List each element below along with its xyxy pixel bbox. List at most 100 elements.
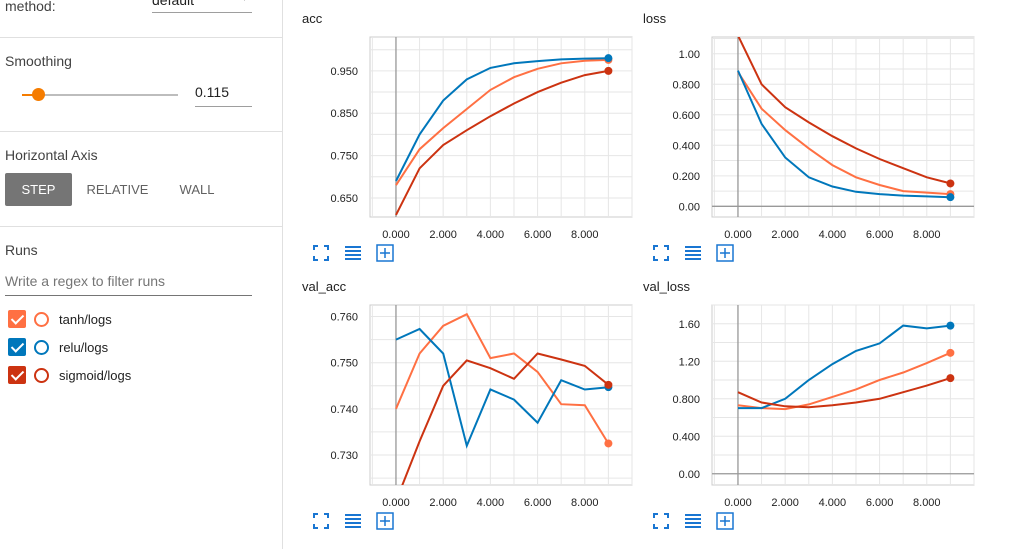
run-item-tanh[interactable]: tanh/logs (8, 308, 112, 330)
x-tick-label: 6.000 (524, 497, 552, 509)
run-filter-input[interactable]: Write a regex to filter runs (5, 273, 252, 296)
series-end-point (946, 321, 955, 330)
chart-val-loss[interactable]: 0.00 0.400 0.800 1.20 1.60 0.000 2.000 4.000 6.0… (642, 298, 982, 512)
x-tick-label: 4.000 (477, 497, 505, 509)
fullscreen-icon[interactable] (652, 244, 670, 262)
run-checkbox[interactable] (8, 310, 26, 328)
x-tick-label: 2.000 (771, 497, 799, 509)
y-tick-label: 0.650 (330, 193, 358, 205)
y-tick-label: 0.730 (330, 450, 358, 462)
run-label: sigmoid/logs (59, 367, 132, 383)
smoothing-slider-thumb[interactable] (32, 88, 45, 101)
series-end-point (946, 193, 955, 202)
method-select[interactable]: default (152, 0, 252, 13)
chart-loss[interactable]: 0.00 0.200 0.400 0.600 0.800 1.00 0.000 2.000 4.… (642, 30, 982, 244)
run-color-circle[interactable] (34, 367, 49, 383)
y-tick-label: 0.00 (679, 201, 700, 213)
series-line-relu (395, 57, 609, 182)
chart-val-loss-svg: 0.00 0.400 0.800 1.20 1.60 0.000 2.000 4.000 6.0… (672, 304, 975, 509)
run-label: relu/logs (59, 339, 109, 355)
x-tick-label: 0.000 (382, 229, 410, 241)
series-end-point (604, 54, 613, 63)
chart-title-loss: loss (643, 11, 667, 26)
chart-loss-svg: 0.00 0.200 0.400 0.600 0.800 1.00 0.000 2.000 4.… (672, 36, 975, 241)
series-end-point (946, 179, 955, 188)
series-end-point (946, 374, 955, 383)
run-filter-placeholder: Write a regex to filter runs (5, 273, 166, 289)
series-line-sigmoid (395, 69, 609, 216)
fullscreen-icon[interactable] (312, 512, 330, 530)
x-tick-label: 4.000 (819, 229, 847, 241)
series-line-sigmoid (737, 377, 951, 409)
divider (0, 226, 282, 227)
chart-acc[interactable]: 0.650 0.750 0.850 0.950 0.000 2.000 4.000 6.000… (300, 30, 640, 244)
series-line-tanh (395, 312, 610, 445)
smoothing-slider-track[interactable] (22, 94, 178, 96)
y-tick-label: 0.850 (330, 108, 358, 120)
series-line-relu (737, 70, 951, 199)
run-color-circle[interactable] (34, 311, 49, 327)
run-checkbox[interactable] (8, 338, 26, 356)
method-select-value: default (152, 0, 195, 8)
series-end-point (604, 66, 613, 75)
x-tick-label: 6.000 (866, 497, 894, 509)
axis-step-button[interactable]: STEP (5, 173, 72, 206)
x-tick-label: 0.000 (724, 497, 752, 509)
series-end-point (946, 348, 955, 357)
y-tick-label: 0.750 (330, 151, 358, 163)
x-tick-label: 6.000 (524, 229, 552, 241)
y-tick-label: 0.950 (330, 66, 358, 78)
chart-toolbar (312, 512, 408, 530)
x-tick-label: 2.000 (429, 229, 457, 241)
data-table-icon[interactable] (684, 512, 702, 530)
fullscreen-icon[interactable] (652, 512, 670, 530)
data-table-icon[interactable] (344, 512, 362, 530)
divider (0, 131, 282, 132)
fit-domain-icon[interactable] (716, 512, 734, 530)
series-end-point (604, 439, 613, 448)
data-table-icon[interactable] (684, 244, 702, 262)
x-tick-label: 0.000 (382, 497, 410, 509)
y-tick-label: 1.00 (679, 49, 700, 61)
y-tick-label: 1.60 (679, 319, 700, 331)
run-color-circle[interactable] (34, 339, 49, 355)
y-tick-label: 0.400 (672, 431, 700, 443)
chart-toolbar (652, 244, 748, 262)
x-tick-label: 4.000 (819, 497, 847, 509)
axis-wall-button[interactable]: WALL (179, 182, 215, 197)
x-tick-label: 8.000 (913, 229, 941, 241)
x-tick-label: 4.000 (477, 229, 505, 241)
chart-title-val-loss: val_loss (643, 279, 690, 294)
chart-title-val-acc: val_acc (302, 279, 347, 294)
series-line-sigmoid (401, 352, 610, 485)
chart-val-acc[interactable]: 0.730 0.740 0.750 0.760 0.000 2.000 4.000 6.000… (300, 298, 640, 512)
sidebar: method: default Smoothing 0.115 Horizont… (0, 0, 283, 549)
fit-domain-icon[interactable] (716, 244, 734, 262)
series-line-tanh (395, 58, 609, 186)
y-tick-label: 1.20 (679, 356, 700, 368)
y-tick-label: 0.00 (679, 469, 700, 481)
x-tick-label: 2.000 (429, 497, 457, 509)
axis-relative-button[interactable]: RELATIVE (86, 182, 149, 197)
chart-title-acc: acc (302, 11, 323, 26)
x-tick-label: 8.000 (913, 497, 941, 509)
chart-val-acc-svg: 0.730 0.740 0.750 0.760 0.000 2.000 4.000 6.000… (330, 304, 633, 509)
fit-domain-icon[interactable] (376, 244, 394, 262)
data-table-icon[interactable] (344, 244, 362, 262)
smoothing-value-input[interactable]: 0.115 (195, 84, 252, 107)
divider (0, 37, 282, 38)
series-line-relu (395, 327, 609, 449)
y-tick-label: 0.800 (672, 79, 700, 91)
chart-acc-svg: 0.650 0.750 0.850 0.950 0.000 2.000 4.000 6.000… (330, 36, 633, 241)
fullscreen-icon[interactable] (312, 244, 330, 262)
run-checkbox[interactable] (8, 366, 26, 384)
series-line-sigmoid (737, 37, 951, 185)
y-tick-label: 0.800 (672, 394, 700, 406)
fit-domain-icon[interactable] (376, 512, 394, 530)
run-label: tanh/logs (59, 311, 112, 327)
run-item-sigmoid[interactable]: sigmoid/logs (8, 364, 131, 386)
series-line-tanh (737, 71, 951, 196)
y-tick-label: 0.760 (330, 312, 358, 324)
run-item-relu[interactable]: relu/logs (8, 336, 108, 358)
x-tick-label: 6.000 (866, 229, 894, 241)
